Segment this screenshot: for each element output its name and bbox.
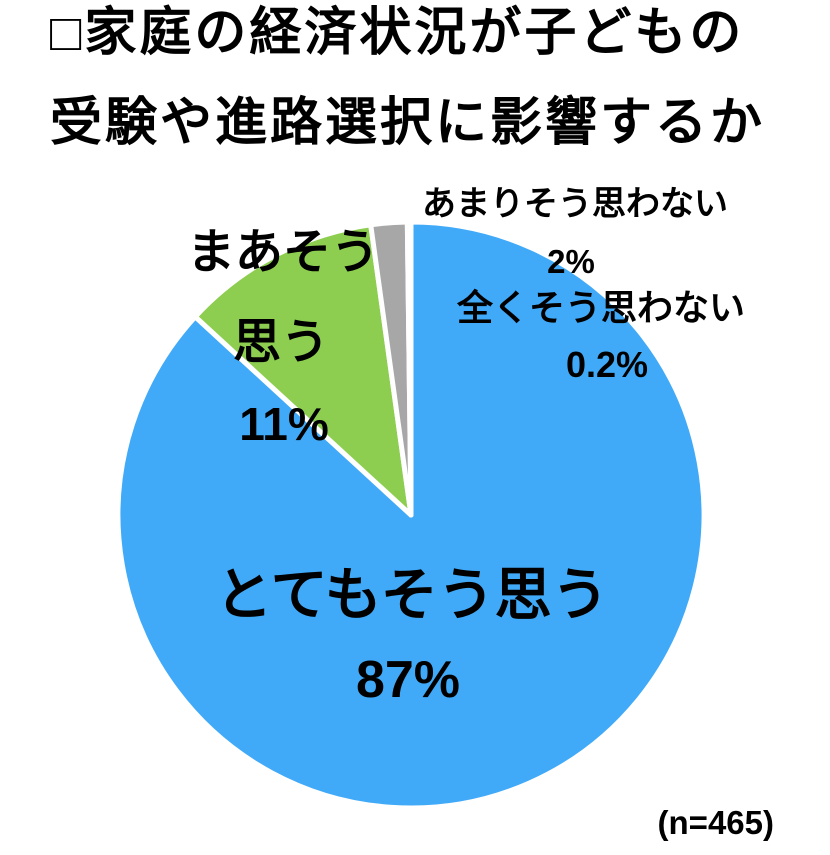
slice-label-amari: あまりそう思わない xyxy=(422,185,728,223)
slice-label-maa-line1: まあそう xyxy=(186,226,380,279)
pie-slice-3 xyxy=(404,219,414,518)
slice-label-maa-line2: 思う xyxy=(232,316,330,369)
chart-title-line1: □家庭の経済状況が子どもの xyxy=(50,4,745,62)
slice-value-amari: 2% xyxy=(547,243,595,280)
slice-value-maa: 11% xyxy=(239,398,329,450)
chart-title-line2: 受験や進路選択に影響するか xyxy=(50,94,766,152)
slice-label-mattaku: 全くそう思わない xyxy=(456,287,746,328)
sample-size-label: (n=465) xyxy=(657,804,774,841)
slice-value-mattaku: 0.2% xyxy=(565,344,649,385)
pie-slice-1 xyxy=(192,222,414,518)
slice-value-totemo: 87% xyxy=(355,651,461,709)
slice-label-totemo: とてもそう思う xyxy=(215,563,609,627)
